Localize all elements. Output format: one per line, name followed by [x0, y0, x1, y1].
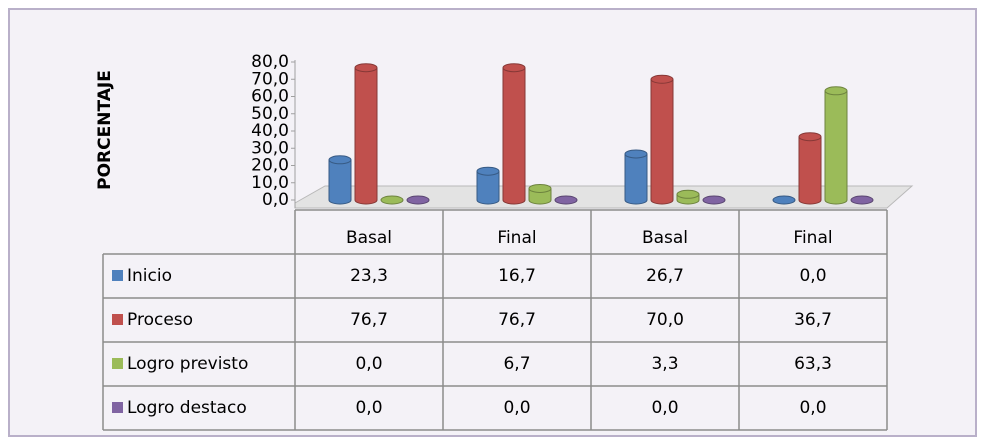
data-label: 0,0 — [799, 398, 826, 418]
legend-key — [112, 314, 123, 325]
x-tick-label: Final — [793, 228, 832, 248]
bar — [380, 195, 404, 205]
legend-label: Inicio — [127, 266, 172, 286]
data-label: 0,0 — [651, 398, 678, 418]
bar — [624, 149, 648, 205]
data-label: 36,7 — [794, 310, 832, 330]
data-label: 76,7 — [498, 310, 536, 330]
legend-key — [112, 270, 123, 281]
bar — [650, 74, 674, 205]
bar — [798, 132, 822, 205]
data-label: 0,0 — [355, 398, 382, 418]
y-tick-label: 70,0 — [251, 69, 289, 89]
data-label: 63,3 — [794, 354, 832, 374]
bar — [676, 189, 700, 205]
data-label: 76,7 — [350, 310, 388, 330]
x-tick-label: Final — [497, 228, 536, 248]
legend-label: Logro destaco — [127, 398, 247, 418]
bar — [824, 86, 848, 205]
bar — [702, 195, 726, 205]
legend-key — [112, 402, 123, 413]
data-label: 0,0 — [355, 354, 382, 374]
bar — [502, 63, 526, 205]
bar — [528, 183, 552, 205]
data-label: 16,7 — [498, 266, 536, 286]
data-label: 23,3 — [350, 266, 388, 286]
data-label: 3,3 — [651, 354, 678, 374]
y-tick-label: 40,0 — [251, 121, 289, 141]
bar — [354, 63, 378, 205]
bar — [850, 195, 874, 205]
y-tick-label: 10,0 — [251, 173, 289, 193]
data-label: 26,7 — [646, 266, 684, 286]
bar — [406, 195, 430, 205]
y-tick-label: 50,0 — [251, 104, 289, 124]
y-tick-label: 0,0 — [262, 190, 289, 210]
legend-key — [112, 358, 123, 369]
bar — [554, 195, 578, 205]
data-label: 6,7 — [503, 354, 530, 374]
bar — [772, 195, 796, 205]
y-tick-label: 80,0 — [251, 52, 289, 72]
y-tick-label: 30,0 — [251, 138, 289, 158]
data-label: 70,0 — [646, 310, 684, 330]
y-tick-label: 20,0 — [251, 156, 289, 176]
y-tick-label: 60,0 — [251, 87, 289, 107]
bar — [476, 166, 500, 205]
y-axis-label: PORCENTAJE — [95, 70, 115, 190]
data-label: 0,0 — [503, 398, 530, 418]
legend-label: Logro previsto — [127, 354, 248, 374]
data-label: 0,0 — [799, 266, 826, 286]
x-tick-label: Basal — [346, 228, 392, 248]
legend-label: Proceso — [127, 310, 193, 330]
x-tick-label: Basal — [642, 228, 688, 248]
chart-frame — [8, 8, 977, 437]
bar — [328, 155, 352, 205]
